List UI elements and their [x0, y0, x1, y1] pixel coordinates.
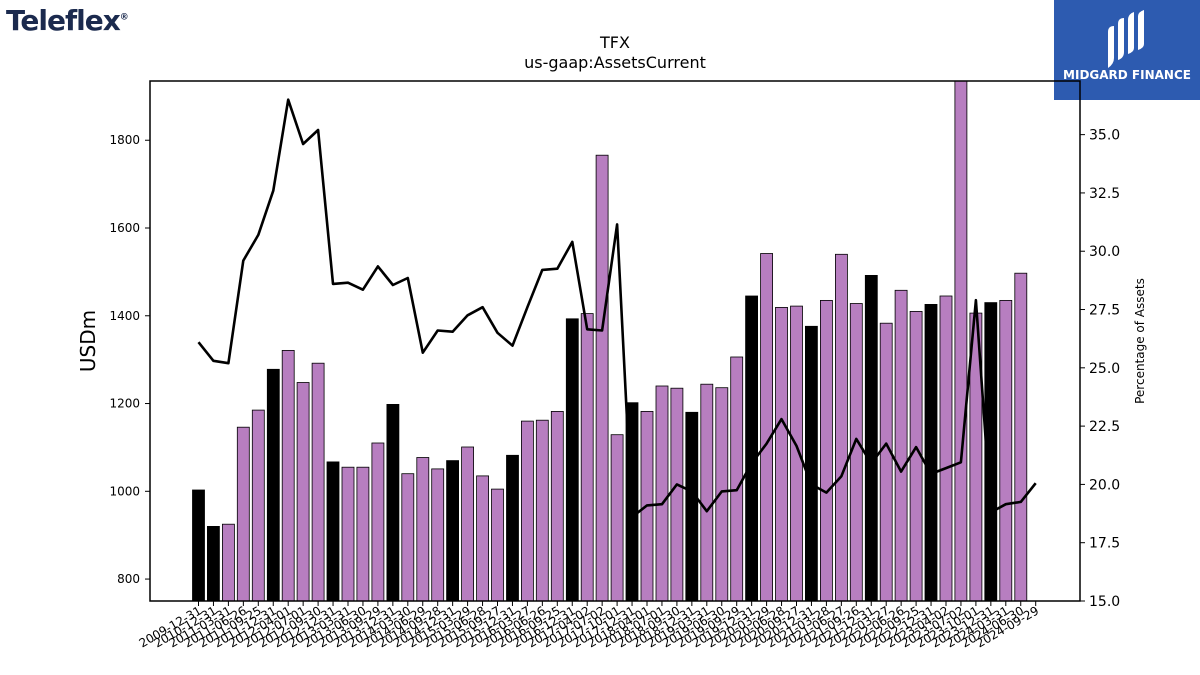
- bar: [296, 382, 310, 602]
- bar: [685, 411, 699, 602]
- bar: [341, 466, 355, 602]
- bar: [835, 253, 848, 602]
- bar: [999, 299, 1013, 602]
- bar: [580, 313, 594, 602]
- y2-tick-label: 30.0: [1089, 244, 1120, 260]
- bar: [506, 454, 519, 602]
- bar: [715, 387, 729, 602]
- bar: [521, 420, 534, 602]
- bar: [535, 419, 549, 602]
- bar: [266, 368, 280, 602]
- bar: [416, 457, 430, 602]
- y2-tick-label: 32.5: [1089, 186, 1120, 202]
- bar: [730, 356, 744, 602]
- y-tick-label: 800: [117, 572, 140, 586]
- bar-series: [192, 80, 1028, 602]
- bar: [700, 383, 714, 602]
- bar: [924, 303, 938, 602]
- bar: [550, 410, 564, 602]
- bar: [595, 154, 609, 602]
- bar: [879, 322, 893, 602]
- chart-title: TFX: [599, 33, 630, 52]
- midgard-m-icon: [1108, 10, 1144, 68]
- bar: [1014, 272, 1028, 602]
- bar: [311, 362, 325, 602]
- bar: [565, 318, 579, 602]
- y2-tick-label: 27.5: [1089, 303, 1120, 319]
- y-tick-label: 1800: [109, 133, 140, 147]
- series-line: [197, 98, 1037, 519]
- teleflex-logo: Teleflex®: [6, 4, 129, 37]
- bar: [954, 80, 968, 602]
- bar: [221, 523, 235, 602]
- y2-axis-ticks: 15.0 17.5 20.0 22.5 25.0 27.5 30.0 32.5 35.0: [1080, 128, 1120, 610]
- bar: [386, 403, 400, 602]
- x-axis-ticks: 2009-12-312010-12-312011-03-312011-06-26…: [137, 601, 1041, 650]
- bar: [371, 442, 385, 602]
- registered-mark: ®: [119, 12, 129, 23]
- bar: [461, 446, 475, 602]
- bar: [820, 299, 833, 602]
- y-tick-label: 1000: [109, 484, 140, 498]
- bar: [939, 295, 953, 602]
- midgard-finance-label: MIDGARD FINANCE: [1063, 68, 1191, 82]
- y-tick-label: 1600: [109, 221, 140, 235]
- chart-subtitle: us-gaap:AssetsCurrent: [524, 53, 706, 72]
- bar: [775, 306, 788, 602]
- bar: [326, 461, 340, 602]
- bar: [610, 434, 624, 602]
- bar: [401, 473, 415, 602]
- bar: [281, 349, 295, 602]
- bar: [446, 460, 460, 602]
- y-tick-label: 1200: [109, 397, 140, 411]
- bar: [745, 295, 758, 602]
- bar: [251, 409, 265, 602]
- y2-tick-label: 17.5: [1089, 536, 1120, 552]
- teleflex-logo-text: Teleflex: [6, 4, 121, 37]
- bar: [864, 274, 878, 602]
- bar: [206, 526, 220, 602]
- bar: [491, 488, 504, 602]
- y-axis-label: USDm: [76, 310, 100, 372]
- y2-axis-label: Percentage of Assets: [1133, 278, 1147, 404]
- bar: [476, 475, 490, 602]
- y2-tick-label: 20.0: [1089, 477, 1120, 493]
- bar: [894, 289, 908, 602]
- bar: [431, 468, 445, 602]
- line-series: [197, 98, 1037, 519]
- bar: [655, 385, 669, 602]
- bar: [670, 387, 684, 602]
- plot-frame: [149, 80, 1081, 602]
- bar: [760, 253, 773, 602]
- y2-tick-label: 22.5: [1089, 419, 1120, 435]
- y2-tick-label: 15.0: [1089, 594, 1120, 610]
- y-tick-label: 1400: [109, 309, 140, 323]
- bar: [356, 466, 370, 602]
- y2-tick-label: 25.0: [1089, 361, 1120, 377]
- bar: [192, 489, 205, 602]
- y2-tick-label: 35.0: [1089, 128, 1120, 144]
- bar: [236, 426, 250, 602]
- bar: [805, 325, 818, 602]
- y-axis-ticks: 800 1000 1200 1400 1600 1800: [109, 133, 150, 586]
- midgard-finance-badge: MIDGARD FINANCE: [1054, 0, 1200, 100]
